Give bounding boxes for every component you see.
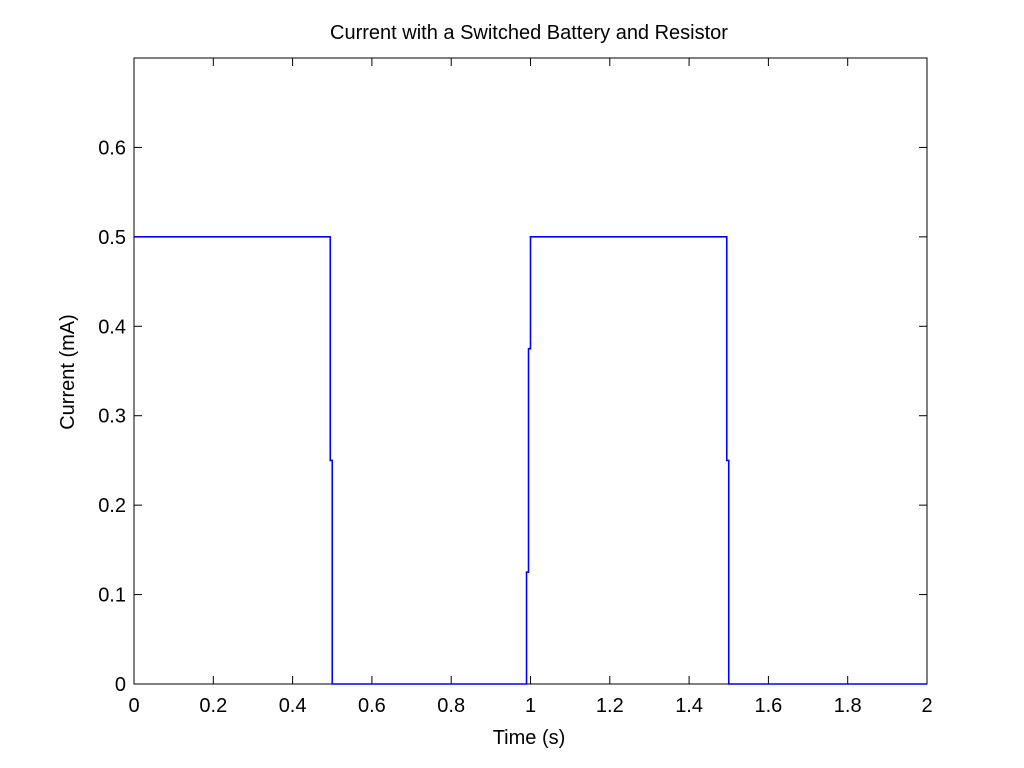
x-tick-label: 0 <box>128 695 139 717</box>
y-tick-label: 0.2 <box>98 495 126 517</box>
x-tick-label: 0.6 <box>358 695 386 717</box>
y-tick-label: 0.4 <box>98 316 126 338</box>
y-tick-label: 0 <box>115 674 126 696</box>
plot-area: 0 0.2 0.4 0.6 0.8 1 1.2 1.4 1.6 1.8 2 0 0.1 0.2 0.3 0.4… <box>98 57 933 717</box>
y-tick-label: 0.5 <box>98 227 126 249</box>
x-tick-label: 0.4 <box>279 695 307 717</box>
y-tick-label: 0.1 <box>98 585 126 607</box>
series-line-0 <box>134 236 927 685</box>
x-tick-label: 0.2 <box>199 695 227 717</box>
x-tick-label: 1 <box>525 695 536 717</box>
chart-title: Current with a Switched Battery and Resi… <box>330 22 728 44</box>
x-tick-label: 1.4 <box>675 695 703 717</box>
y-axis-label: Current (mA) <box>57 314 79 430</box>
x-tick-label: 1.6 <box>754 695 782 717</box>
x-tick-label: 2 <box>921 695 932 717</box>
x-tick-label: 1.8 <box>834 695 862 717</box>
y-tick-label: 0.3 <box>98 406 126 428</box>
x-tick-label: 1.2 <box>596 695 624 717</box>
x-axis-label: Time (s) <box>493 727 566 749</box>
x-tick-label: 0.8 <box>437 695 465 717</box>
y-tick-label: 0.6 <box>98 137 126 159</box>
